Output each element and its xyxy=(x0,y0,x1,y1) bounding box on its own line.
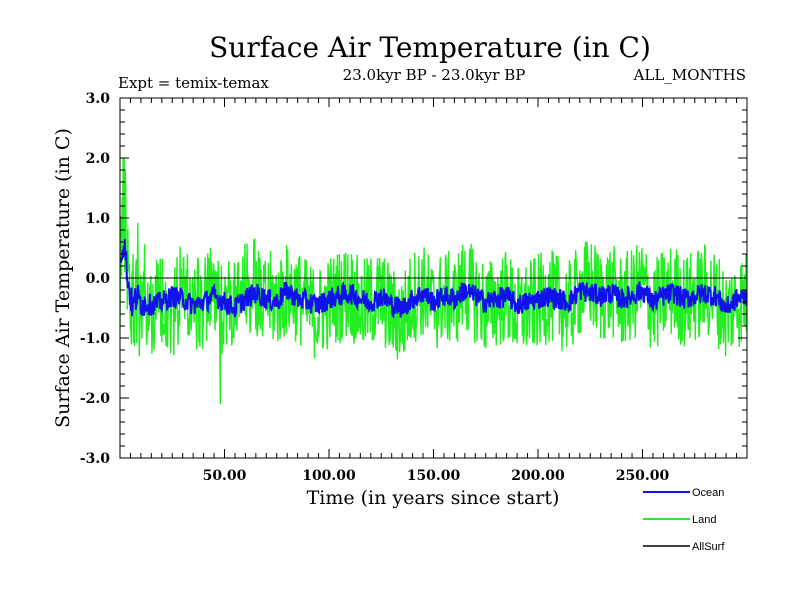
x-tick-label: 100.00 xyxy=(302,468,356,484)
chart-title: Surface Air Temperature (in C) xyxy=(209,31,651,64)
y-tick-label: -1.0 xyxy=(80,331,110,347)
legend: Ocean Land AllSurf xyxy=(643,487,725,553)
series-layer xyxy=(120,157,747,405)
y-axis-label: Surface Air Temperature (in C) xyxy=(52,128,74,428)
y-tick-label: 0.0 xyxy=(86,271,111,287)
experiment-label: Expt = temix-temax xyxy=(118,74,269,92)
x-tick-label: 150.00 xyxy=(407,468,461,484)
series-line-ocean xyxy=(120,238,747,320)
axes-layer: 50.00 100.00 150.00 200.00 250.00 -3.0 -2.0 -1.… xyxy=(80,91,748,484)
legend-ocean-label: Ocean xyxy=(692,487,724,499)
y-tick-label: -2.0 xyxy=(80,391,110,407)
months-label: ALL_MONTHS xyxy=(633,66,746,84)
x-tick-label: 200.00 xyxy=(511,468,565,484)
y-tick-label: -3.0 xyxy=(80,451,110,467)
x-tick-label: 50.00 xyxy=(203,468,247,484)
x-tick-label: 250.00 xyxy=(616,468,670,484)
y-tick-label: 1.0 xyxy=(86,211,111,227)
legend-land-label: Land xyxy=(692,514,716,526)
series-line-land xyxy=(120,157,747,405)
y-tick-label: 3.0 xyxy=(86,91,111,107)
y-tick-label: 2.0 xyxy=(86,151,111,167)
period-label: 23.0kyr BP - 23.0kyr BP xyxy=(343,66,526,84)
x-axis-label: Time (in years since start) xyxy=(307,487,560,509)
legend-allsurf-label: AllSurf xyxy=(692,541,725,553)
